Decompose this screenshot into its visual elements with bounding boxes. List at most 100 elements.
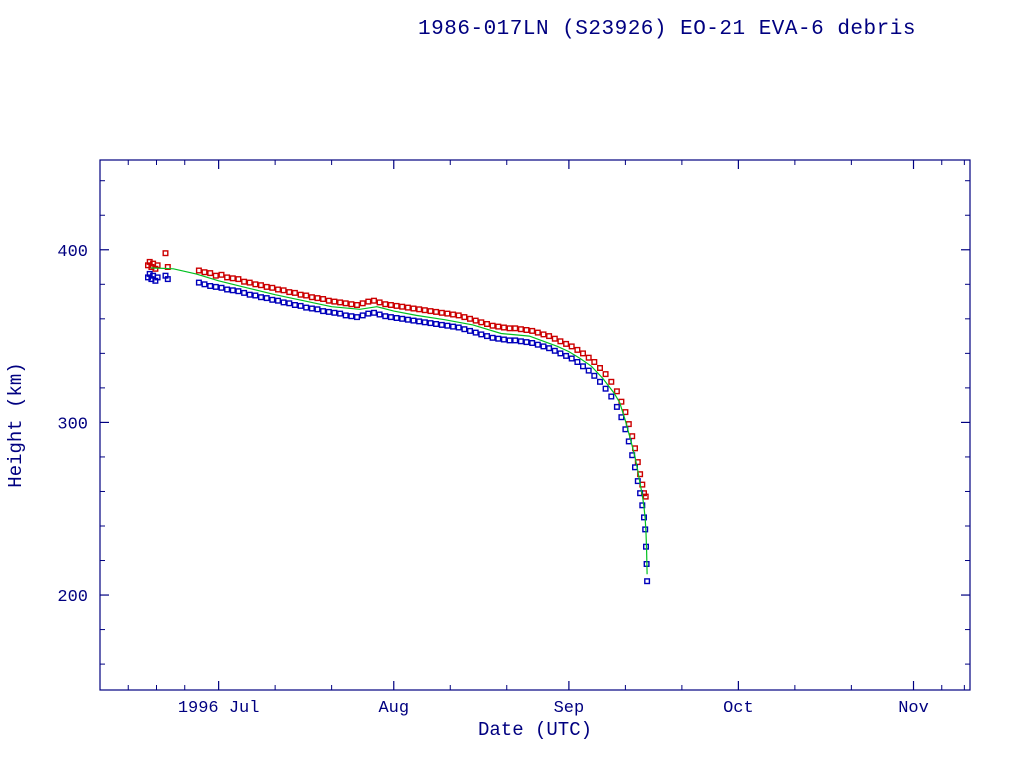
blue-squares-lower-height-point <box>410 317 417 324</box>
blue-squares-lower-height-point <box>376 311 383 318</box>
x-tick-label: Nov <box>898 699 929 718</box>
red-squares-upper-height-point <box>523 327 530 334</box>
blue-squares-lower-height-point <box>308 305 315 312</box>
red-squares-upper-height-point <box>162 250 169 257</box>
red-squares-upper-height-point <box>608 378 615 385</box>
red-squares-upper-height-point <box>438 309 445 316</box>
blue-squares-lower-height-point <box>314 306 321 313</box>
red-squares-upper-height-point <box>275 286 282 293</box>
red-squares-upper-height-point <box>580 350 587 357</box>
blue-squares-lower-height-point <box>291 302 298 309</box>
blue-squares-lower-height-point <box>461 326 468 333</box>
red-squares-upper-height-point <box>359 300 366 307</box>
red-squares-upper-height-point <box>613 388 620 395</box>
red-squares-upper-height-point <box>280 287 287 294</box>
red-squares-upper-height-point <box>574 346 581 353</box>
x-tick-label: 1996 Jul <box>178 699 260 718</box>
red-squares-upper-height-point <box>642 493 649 500</box>
blue-squares-lower-height-point <box>252 292 259 299</box>
red-squares-upper-height-point <box>387 302 394 309</box>
blue-squares-lower-height-point <box>495 335 502 342</box>
blue-squares-lower-height-point <box>613 403 620 410</box>
blue-squares-lower-height-point <box>478 331 485 338</box>
green-fit-line <box>150 267 648 575</box>
red-squares-upper-height-point <box>229 275 236 282</box>
blue-squares-lower-height-point <box>280 299 287 306</box>
red-squares-upper-height-point <box>416 306 423 313</box>
blue-squares-lower-height-point <box>164 276 171 283</box>
red-squares-upper-height-point <box>286 289 293 296</box>
red-squares-upper-height-point <box>263 283 270 290</box>
blue-squares-lower-height-point <box>484 333 491 340</box>
red-squares-upper-height-point <box>320 296 327 303</box>
blue-squares-lower-height-point <box>472 329 479 336</box>
blue-squares-lower-height-point <box>563 352 570 359</box>
blue-squares-lower-height-point <box>382 313 389 320</box>
blue-squares-lower-height-point <box>506 337 513 344</box>
red-squares-upper-height-point <box>297 291 304 298</box>
red-squares-upper-height-point <box>557 338 564 345</box>
blue-squares-lower-height-point <box>224 286 231 293</box>
red-squares-upper-height-point <box>602 371 609 378</box>
blue-squares-lower-height-point <box>297 302 304 309</box>
blue-squares-lower-height-point <box>263 295 270 302</box>
red-squares-upper-height-point <box>252 281 259 288</box>
blue-squares-lower-height-point <box>546 345 553 352</box>
red-squares-upper-height-point <box>399 303 406 310</box>
blue-squares-lower-height-point <box>269 296 276 303</box>
red-squares-upper-height-point <box>495 323 502 330</box>
blue-squares-lower-height-point <box>540 343 547 350</box>
blue-squares-lower-height-point <box>201 281 208 288</box>
blue-squares-lower-height-point <box>500 336 507 343</box>
blue-squares-lower-height-point <box>241 289 248 296</box>
blue-squares-lower-height-point <box>433 321 440 328</box>
red-squares-upper-height-point <box>241 278 248 285</box>
red-squares-upper-height-point <box>433 308 440 315</box>
blue-squares-lower-height-point <box>568 355 575 362</box>
red-squares-upper-height-point <box>246 279 253 286</box>
y-tick-label: 200 <box>57 588 88 607</box>
red-squares-upper-height-point <box>337 299 344 306</box>
red-squares-upper-height-point <box>563 340 570 347</box>
red-squares-upper-height-point <box>342 300 349 307</box>
red-squares-upper-height-point <box>529 327 536 334</box>
blue-squares-lower-height-point <box>512 337 519 344</box>
y-tick-label: 300 <box>57 415 88 434</box>
blue-squares-lower-height-point <box>258 294 265 301</box>
blue-squares-lower-height-point <box>404 316 411 323</box>
blue-squares-lower-height-point <box>337 310 344 317</box>
red-squares-upper-height-point <box>517 326 524 333</box>
red-squares-upper-height-point <box>308 294 315 301</box>
red-squares-upper-height-point <box>461 314 468 321</box>
red-squares-upper-height-point <box>540 331 547 338</box>
blue-squares-lower-height-point <box>618 414 625 421</box>
red-squares-upper-height-point <box>365 298 372 305</box>
blue-squares-lower-height-point <box>207 283 214 290</box>
blue-squares-lower-height-point <box>574 359 581 366</box>
red-squares-upper-height-point <box>382 301 389 308</box>
blue-squares-lower-height-point <box>644 578 651 585</box>
blue-squares-lower-height-point <box>235 288 242 295</box>
red-squares-upper-height-point <box>472 317 479 324</box>
blue-squares-lower-height-point <box>275 297 282 304</box>
red-squares-upper-height-point <box>455 312 462 319</box>
chart-title: 1986-017LN (S23926) EO-21 EVA-6 debris <box>418 18 916 41</box>
blue-squares-lower-height-point <box>450 323 457 330</box>
blue-squares-lower-height-point <box>325 308 332 315</box>
blue-squares-lower-height-point <box>320 308 327 315</box>
red-squares-upper-height-point <box>551 335 558 342</box>
blue-squares-lower-height-point <box>557 350 564 357</box>
red-squares-upper-height-point <box>154 262 161 269</box>
blue-squares-lower-height-point <box>467 327 474 334</box>
blue-squares-lower-height-point <box>218 284 225 291</box>
blue-squares-lower-height-point <box>455 324 462 331</box>
blue-squares-lower-height-point <box>529 340 536 347</box>
red-squares-upper-height-point <box>164 264 171 271</box>
red-squares-upper-height-point <box>489 322 496 329</box>
red-squares-upper-height-point <box>371 297 378 304</box>
blue-squares-lower-height-point <box>427 320 434 327</box>
blue-squares-lower-height-point <box>421 319 428 326</box>
blue-squares-lower-height-point <box>639 502 646 509</box>
red-squares-upper-height-point <box>269 284 276 291</box>
